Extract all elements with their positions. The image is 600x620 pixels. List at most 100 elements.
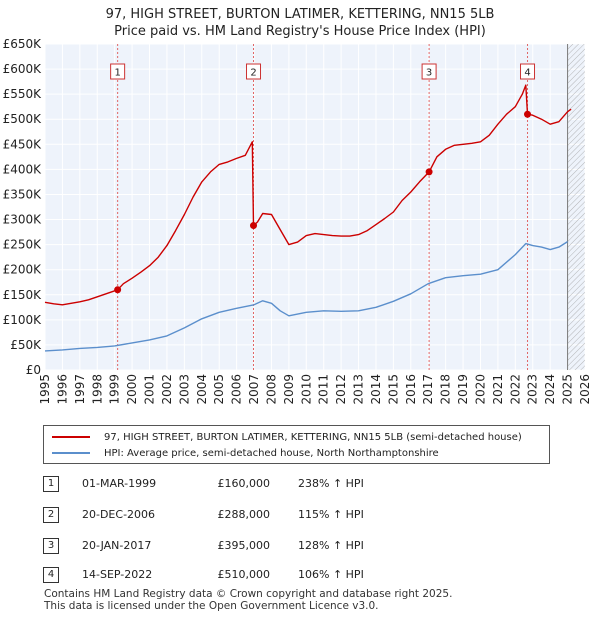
y-tick-label: £500K [3, 112, 43, 126]
sale-number-label: 1 [114, 68, 120, 79]
x-tick-label: 2010 [299, 374, 313, 405]
x-tick-label: 2006 [230, 374, 244, 405]
x-tick-label: 2002 [160, 374, 174, 405]
x-tick-label: 2024 [543, 374, 557, 405]
y-tick-label: £650K [3, 37, 43, 51]
sale-number-badge: 3 [43, 538, 59, 554]
series-line-property [44, 84, 572, 306]
x-tick-label: 2013 [352, 374, 366, 405]
y-tick-label: £50K [10, 338, 42, 352]
footer: Contains HM Land Registry data © Crown c… [44, 588, 453, 612]
x-tick-label: 2000 [125, 374, 139, 405]
series-lines [44, 84, 572, 352]
x-tick-label: 2014 [369, 374, 383, 405]
legend-item-property: 97, HIGH STREET, BURTON LATIMER, KETTERI… [52, 429, 522, 445]
x-tick-label: 1998 [90, 374, 104, 405]
y-tick-label: £100K [3, 313, 43, 327]
sale-number-box [110, 63, 126, 80]
chart-title-line2: Price paid vs. HM Land Registry's House … [114, 24, 486, 39]
sale-point [524, 110, 532, 118]
x-tick-label: 2011 [317, 374, 331, 405]
x-tick-label: 2004 [195, 374, 209, 405]
sale-number-box [421, 63, 437, 80]
sale-number-box [246, 63, 262, 80]
legend-swatch-property [52, 436, 90, 438]
x-tick-label: 2003 [177, 374, 191, 405]
x-tick-label: 1995 [38, 374, 52, 405]
footer-copyright: Contains HM Land Registry data © Crown c… [44, 588, 453, 600]
x-tick-label: 2022 [508, 374, 522, 405]
x-tick-label: 2005 [212, 374, 226, 405]
y-tick-label: £150K [3, 288, 43, 302]
hatched-region [567, 44, 585, 370]
x-tick-label: 2008 [264, 374, 278, 405]
sale-point [425, 168, 433, 176]
price-chart: 1 2 3 4 £0 £50K £100K £150K £200K £250K £300K £350… [3, 37, 592, 405]
x-tick-label: 2001 [143, 374, 157, 405]
y-tick-label: £0 [26, 363, 41, 377]
y-tick-label: £450K [3, 137, 43, 151]
y-tick-label: £550K [3, 87, 43, 101]
sale-hpi-change: 128% ↑ HPI [298, 539, 364, 552]
y-tick-label: £600K [3, 62, 43, 76]
x-tick-label: 2021 [491, 374, 505, 405]
table-row: 4 14-SEP-2022 £510,000 106% ↑ HPI [0, 567, 600, 587]
y-tick-label: £250K [3, 238, 43, 252]
sale-price: £510,000 [217, 568, 271, 581]
sale-number-box [520, 63, 536, 80]
sale-number-label: 4 [524, 68, 530, 79]
sale-hpi-change: 238% ↑ HPI [298, 477, 364, 490]
sale-number-boxes: 1 2 3 4 [110, 63, 536, 80]
sale-number-badge: 4 [43, 567, 59, 583]
sale-hpi-change: 115% ↑ HPI [298, 508, 364, 521]
legend-swatch-hpi [52, 452, 90, 454]
sale-number-label: 2 [250, 68, 256, 79]
x-tick-label: 2009 [282, 374, 296, 405]
x-tick-label: 1997 [73, 374, 87, 405]
x-tick-label: 1999 [108, 374, 122, 405]
forecast-hatched-region [567, 44, 585, 370]
y-axis: £0 £50K £100K £150K £200K £250K £300K £350K £400… [3, 37, 43, 377]
legend-label-property: 97, HIGH STREET, BURTON LATIMER, KETTERI… [104, 431, 522, 443]
series-line-hpi [44, 241, 568, 352]
sale-number-label: 3 [426, 68, 432, 79]
sale-price: £160,000 [217, 477, 271, 490]
y-tick-label: £200K [3, 263, 43, 277]
footer-licence: This data is licensed under the Open Gov… [44, 599, 379, 612]
sale-price: £395,000 [217, 539, 271, 552]
sale-number-badge: 1 [43, 476, 59, 492]
sale-number-badge: 2 [43, 507, 59, 523]
table-row: 1 01-MAR-1999 £160,000 238% ↑ HPI [0, 476, 600, 496]
x-tick-label: 2023 [526, 374, 540, 405]
x-axis: 1995 1996 1997 1998 1999 2000 2001 2002 2003 2004… [38, 374, 592, 405]
y-tick-label: £350K [3, 187, 43, 201]
x-tick-label: 2016 [404, 374, 418, 405]
table-row: 2 20-DEC-2006 £288,000 115% ↑ HPI [0, 507, 600, 527]
sale-hpi-change: 106% ↑ HPI [298, 568, 364, 581]
chart-title-line1: 97, HIGH STREET, BURTON LATIMER, KETTERI… [105, 7, 495, 22]
plot-area [45, 44, 585, 370]
sale-date: 14-SEP-2022 [82, 568, 153, 581]
x-tick-label: 2019 [456, 374, 470, 405]
legend: 97, HIGH STREET, BURTON LATIMER, KETTERI… [43, 425, 550, 464]
table-row: 3 20-JAN-2017 £395,000 128% ↑ HPI [0, 538, 600, 558]
x-tick-label: 1996 [55, 374, 69, 405]
x-tick-label: 2007 [247, 374, 261, 405]
x-tick-label: 2012 [334, 374, 348, 405]
sale-date: 01-MAR-1999 [82, 477, 157, 490]
sale-date: 20-JAN-2017 [82, 539, 152, 552]
sale-point [114, 286, 122, 294]
y-tick-label: £400K [3, 162, 43, 176]
legend-item-hpi: HPI: Average price, semi-detached house,… [52, 445, 439, 461]
chart-title: 97, HIGH STREET, BURTON LATIMER, KETTERI… [0, 6, 600, 40]
x-tick-label: 2020 [473, 374, 487, 405]
sale-points [114, 110, 532, 294]
x-tick-label: 2015 [386, 374, 400, 405]
x-tick-label: 2018 [439, 374, 453, 405]
x-tick-label: 2025 [561, 374, 575, 405]
plot-background [45, 44, 585, 370]
grid [44, 43, 586, 371]
y-tick-label: £300K [3, 213, 43, 227]
x-tick-label: 2017 [421, 374, 435, 405]
sale-point [250, 222, 258, 230]
